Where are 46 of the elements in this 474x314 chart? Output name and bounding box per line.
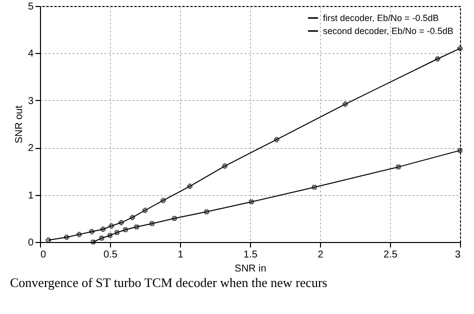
point — [222, 163, 228, 169]
x-tick-label: 1 — [178, 250, 184, 260]
y-tick-label: 5 — [28, 2, 34, 12]
point — [457, 148, 463, 154]
legend-label: first decoder, Eb/No = -0.5dB — [323, 13, 439, 23]
point — [76, 232, 82, 238]
x-tick-label: 1.5 — [244, 250, 258, 260]
point — [99, 236, 104, 241]
point — [172, 216, 177, 221]
point — [64, 234, 70, 240]
point — [204, 209, 210, 214]
point — [187, 184, 192, 189]
point — [89, 228, 94, 234]
x-tick-label: 2 — [318, 250, 324, 260]
point — [457, 46, 463, 52]
point — [114, 230, 120, 236]
y-tick-label: 3 — [28, 96, 34, 107]
legend-label: second decoder, Eb/No = -0.5dB — [323, 26, 454, 36]
x-axis-title: SNR in — [234, 264, 266, 274]
point — [248, 199, 254, 204]
point — [108, 223, 114, 229]
y-tick-label: 0 — [28, 238, 34, 248]
x-tick-label: 0.5 — [104, 250, 118, 260]
point — [118, 220, 124, 226]
point — [134, 224, 140, 230]
y-tick-label: 2 — [28, 143, 34, 154]
point — [312, 184, 317, 190]
y-tick-label: 1 — [28, 190, 34, 202]
x-tick-label: 2.5 — [384, 250, 398, 260]
point — [130, 214, 136, 220]
y-axis-title: SNR out — [14, 105, 25, 144]
point — [434, 56, 440, 62]
x-tick-label: 3 — [454, 250, 461, 260]
point — [149, 220, 155, 226]
point — [100, 226, 106, 232]
y-tick-label: 4 — [28, 48, 34, 60]
point — [396, 164, 401, 170]
point — [342, 102, 348, 107]
text: Convergence of ST turbo TCM decoder when the new recurs — [10, 275, 328, 290]
point — [160, 198, 166, 204]
x-tick-label: 0 — [40, 250, 46, 260]
point — [274, 136, 280, 142]
point — [90, 239, 96, 245]
point — [107, 232, 113, 238]
point — [122, 227, 128, 232]
point — [142, 208, 148, 213]
